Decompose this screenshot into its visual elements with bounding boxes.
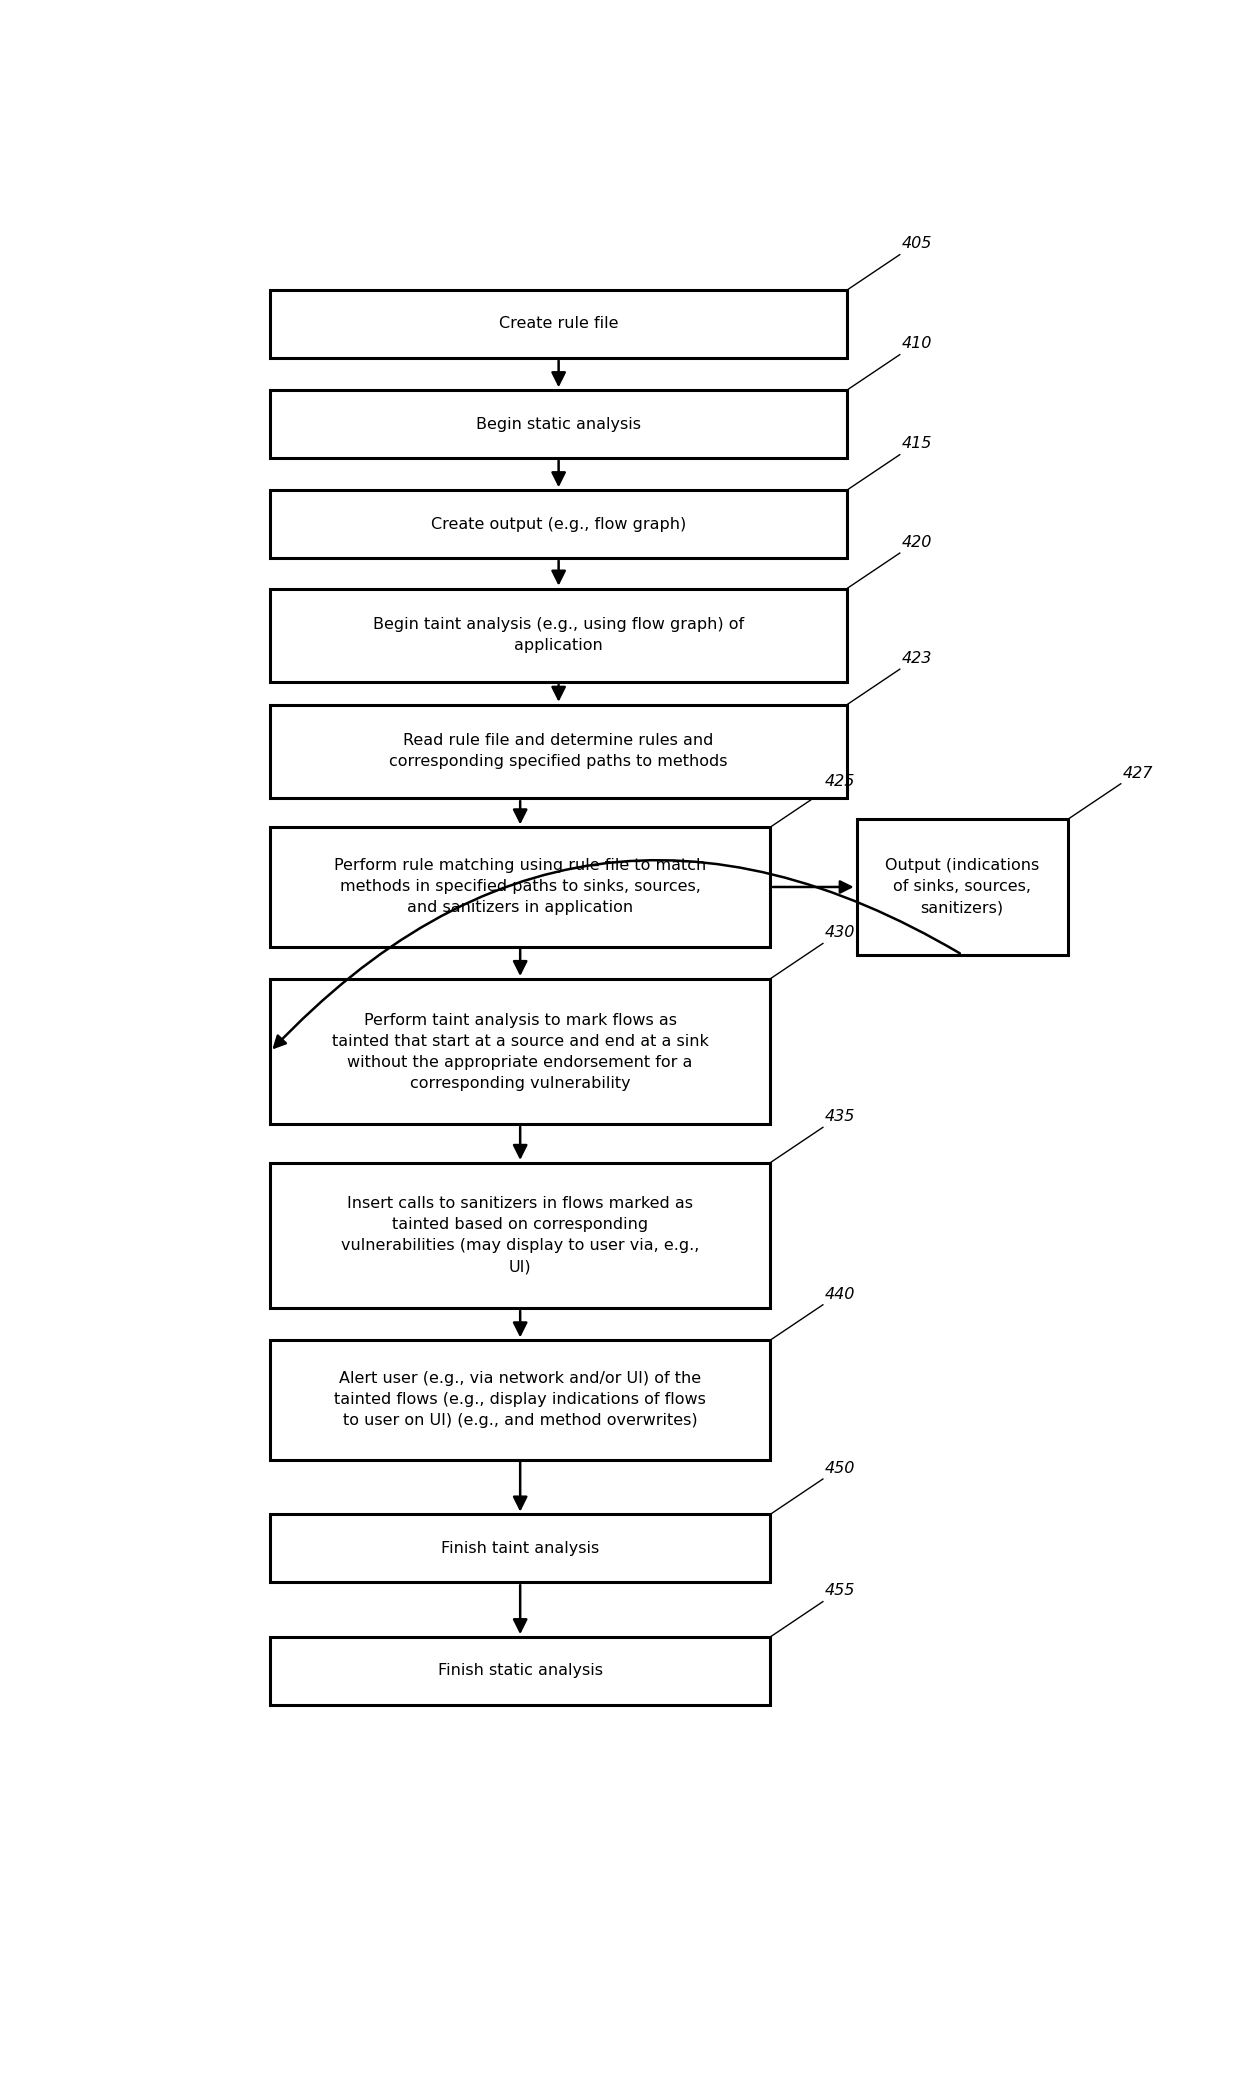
Text: 455: 455 (825, 1584, 856, 1598)
Text: 405: 405 (901, 237, 932, 251)
FancyArrowPatch shape (274, 861, 960, 1048)
FancyBboxPatch shape (270, 390, 847, 459)
Text: 423: 423 (901, 652, 932, 666)
Text: Create output (e.g., flow graph): Create output (e.g., flow graph) (432, 517, 686, 532)
Text: 425: 425 (825, 773, 856, 788)
FancyBboxPatch shape (270, 289, 847, 358)
FancyBboxPatch shape (270, 589, 847, 683)
FancyBboxPatch shape (857, 819, 1068, 955)
Text: Perform rule matching using rule file to match
methods in specified paths to sin: Perform rule matching using rule file to… (334, 859, 707, 916)
FancyBboxPatch shape (270, 978, 770, 1125)
Text: 435: 435 (825, 1108, 856, 1125)
Text: Alert user (e.g., via network and/or UI) of the
tainted flows (e.g., display ind: Alert user (e.g., via network and/or UI)… (335, 1372, 706, 1429)
Text: Output (indications
of sinks, sources,
sanitizers): Output (indications of sinks, sources, s… (885, 859, 1039, 916)
Text: 415: 415 (901, 436, 932, 450)
Text: 440: 440 (825, 1286, 856, 1301)
Text: Begin static analysis: Begin static analysis (476, 417, 641, 432)
Text: Create rule file: Create rule file (498, 316, 619, 331)
FancyBboxPatch shape (270, 1515, 770, 1582)
Text: 410: 410 (901, 337, 932, 352)
Text: 430: 430 (825, 926, 856, 941)
Text: Read rule file and determine rules and
corresponding specified paths to methods: Read rule file and determine rules and c… (389, 733, 728, 769)
FancyBboxPatch shape (270, 1341, 770, 1460)
Text: 450: 450 (825, 1460, 856, 1475)
FancyBboxPatch shape (270, 1163, 770, 1307)
Text: 427: 427 (1122, 765, 1153, 781)
FancyBboxPatch shape (270, 1636, 770, 1705)
Text: Finish static analysis: Finish static analysis (438, 1663, 603, 1678)
FancyBboxPatch shape (270, 828, 770, 947)
Text: 420: 420 (901, 534, 932, 549)
Text: Begin taint analysis (e.g., using flow graph) of
application: Begin taint analysis (e.g., using flow g… (373, 618, 744, 654)
Text: Insert calls to sanitizers in flows marked as
tainted based on corresponding
vul: Insert calls to sanitizers in flows mark… (341, 1196, 699, 1274)
FancyBboxPatch shape (270, 704, 847, 798)
Text: Perform taint analysis to mark flows as
tainted that start at a source and end a: Perform taint analysis to mark flows as … (332, 1012, 708, 1091)
FancyBboxPatch shape (270, 490, 847, 557)
Text: Finish taint analysis: Finish taint analysis (441, 1542, 599, 1557)
